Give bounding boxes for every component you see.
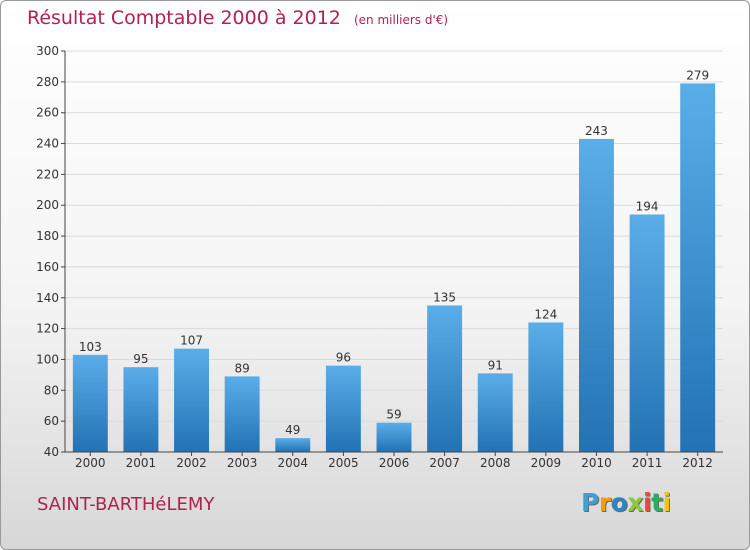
y-tick-label: 280 — [36, 75, 59, 89]
data-label: 59 — [386, 408, 401, 422]
y-tick-label: 60 — [44, 414, 59, 428]
y-tick-label: 220 — [36, 167, 59, 181]
y-tick-label: 240 — [36, 137, 59, 151]
data-label: 194 — [636, 199, 659, 213]
axes: 40 60 80 100 120 140 160 180 200 220 240 260 280 300 2… — [36, 44, 723, 470]
x-tick-label: 2006 — [379, 456, 410, 470]
chart-title: Résultat Comptable 2000 à 2012 — [27, 7, 341, 29]
x-tick-label: 2012 — [682, 456, 713, 470]
y-tick-label: 140 — [36, 291, 59, 305]
logo-letter: i — [643, 488, 652, 517]
bar — [325, 365, 361, 452]
bar — [680, 83, 716, 452]
x-tick-label: 2003 — [227, 456, 258, 470]
data-label: 91 — [488, 358, 503, 372]
x-tick-label: 2009 — [531, 456, 562, 470]
data-label: 89 — [235, 361, 250, 375]
data-label: 135 — [433, 290, 456, 304]
bar — [578, 138, 614, 452]
commune-name: SAINT-BARTHéLEMY — [37, 494, 215, 515]
y-tick-label: 100 — [36, 352, 59, 366]
bar — [224, 376, 260, 452]
bar — [174, 348, 210, 452]
bars: 103 95 107 89 49 96 59 135 91 124 243 194 279 — [72, 68, 716, 452]
bar — [275, 438, 311, 452]
logo-letter: P — [581, 488, 599, 517]
data-label: 49 — [285, 423, 300, 437]
chart-subtitle: (en milliers d'€) — [353, 13, 449, 27]
bar — [123, 367, 159, 452]
title-block: Résultat Comptable 2000 à 2012 (en milli… — [27, 7, 448, 29]
data-label: 107 — [180, 334, 203, 348]
logo-letter: r — [598, 488, 611, 517]
bar — [528, 322, 564, 452]
proxiti-logo: Proxiti — [581, 488, 671, 517]
x-tick-label: 2000 — [75, 456, 106, 470]
y-tick-label: 300 — [36, 44, 59, 58]
x-tick-label: 2001 — [126, 456, 157, 470]
data-label: 96 — [336, 351, 351, 365]
y-tick-label: 40 — [44, 445, 59, 459]
data-label: 279 — [686, 68, 709, 82]
gridlines — [65, 50, 723, 422]
y-tick-label: 120 — [36, 322, 59, 336]
x-tick-label: 2011 — [632, 456, 663, 470]
data-label: 243 — [585, 124, 608, 138]
y-tick-label: 200 — [36, 198, 59, 212]
bar — [376, 422, 412, 452]
x-tick-label: 2004 — [277, 456, 308, 470]
bar — [629, 214, 665, 452]
x-tick-label: 2002 — [176, 456, 207, 470]
bar — [427, 305, 463, 452]
x-tick-label: 2010 — [581, 456, 612, 470]
x-tick-label: 2008 — [480, 456, 511, 470]
data-label: 103 — [79, 340, 102, 354]
y-tick-label: 260 — [36, 106, 59, 120]
y-tick-label: 180 — [36, 229, 59, 243]
logo-letter: t — [651, 488, 663, 517]
logo-letter: x — [627, 488, 643, 517]
bar — [477, 373, 513, 452]
y-tick-label: 160 — [36, 260, 59, 274]
logo-letter: o — [610, 488, 628, 517]
y-tick-label: 80 — [44, 383, 59, 397]
x-tick-label: 2005 — [328, 456, 359, 470]
data-label: 124 — [534, 307, 557, 321]
bar — [72, 354, 108, 452]
data-label: 95 — [133, 352, 148, 366]
x-tick-label: 2007 — [429, 456, 460, 470]
logo-letter: i — [662, 488, 672, 517]
